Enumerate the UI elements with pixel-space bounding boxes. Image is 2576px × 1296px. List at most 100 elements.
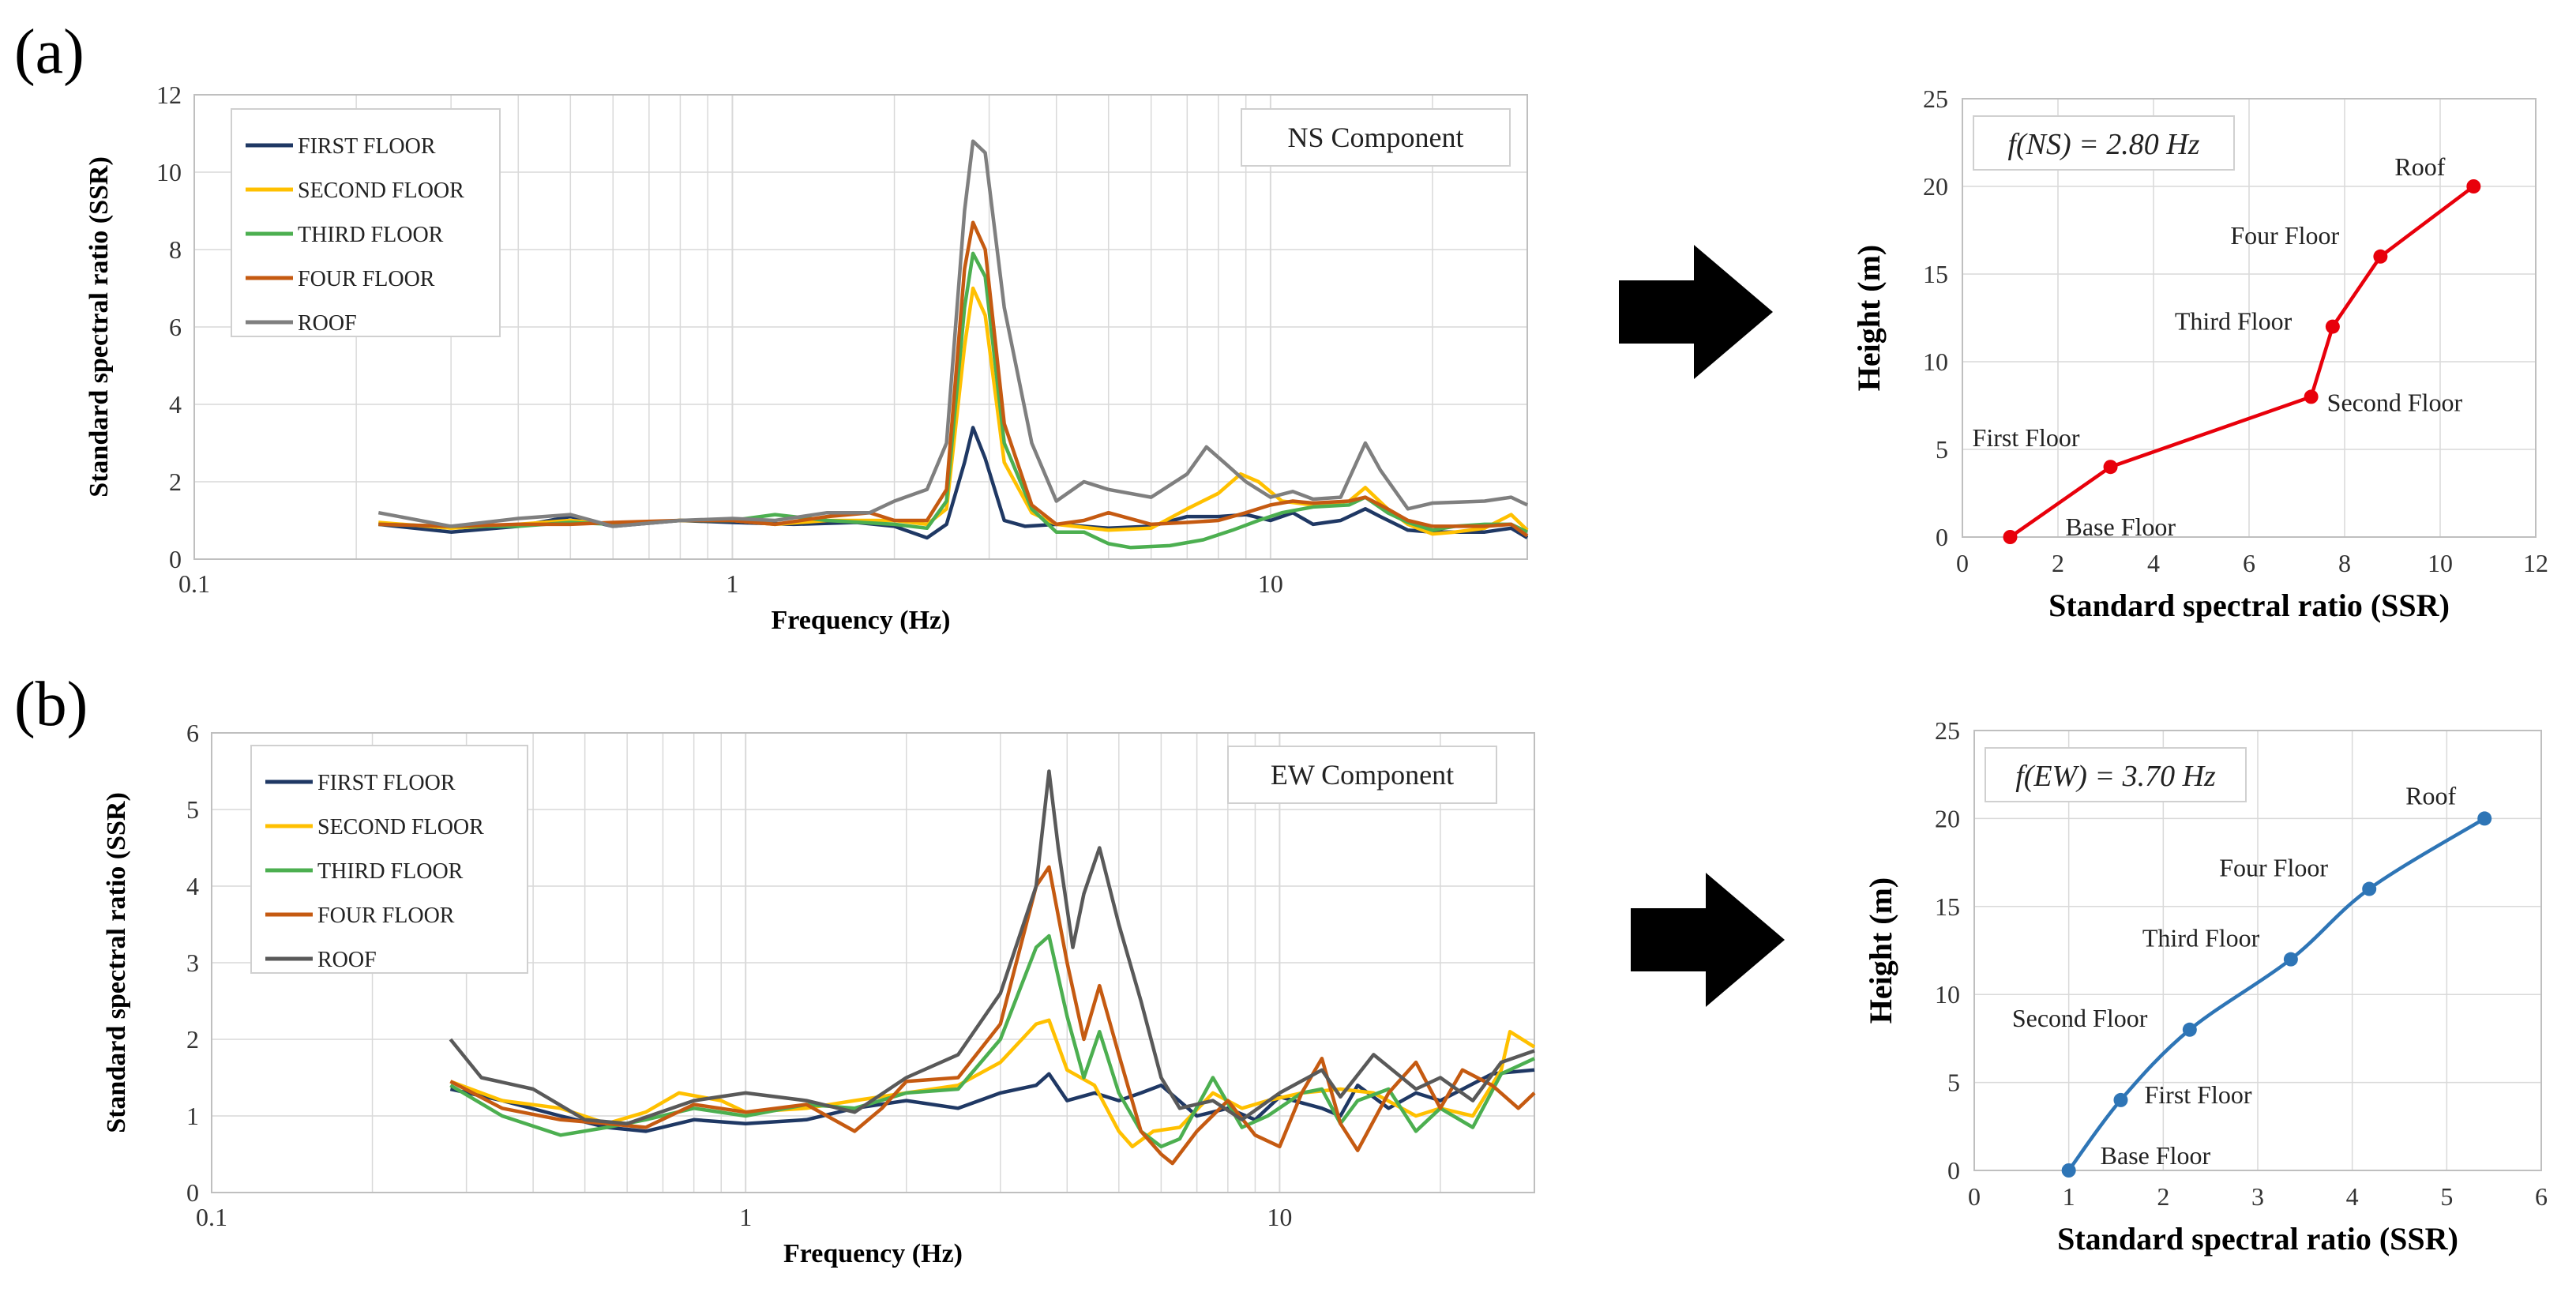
chart-ew-spectrum: 0 1 2 3 4 5 6 0.1 1 10 Frequency (Hz) Standard spec… [102,719,1536,1268]
profile-point-label: Base Floor [2066,513,2176,541]
x-tick-label: 0 [1956,549,1969,577]
x-tick-label: 2 [2052,549,2064,577]
y-tick-label: 3 [186,949,199,977]
series-line-four-floor [449,865,1536,1166]
y-axis-title: Height (m) [1851,245,1887,392]
y-tick-label: 4 [169,390,182,419]
y-tick-label: 20 [1923,172,1948,201]
series-line-roof [449,769,1535,1125]
x-axis-title: Standard spectral ratio (SSR) [2048,588,2450,623]
x-tick-label: 0.1 [196,1203,227,1231]
y-tick-label: 15 [1923,260,1948,288]
profile-point [2304,389,2319,404]
profile-line [2009,185,2475,539]
profile-point-label: Four Floor [2230,221,2339,250]
legend-label: FIRST FLOOR [317,771,456,795]
component-label: EW Component [1271,759,1454,791]
y-tick-label: 12 [156,81,182,109]
y-tick-label: 10 [156,158,182,186]
plot-frame [211,732,1535,1193]
y-tick-label: 6 [169,313,182,341]
x-axis-title: Frequency (Hz) [772,606,951,635]
x-axis-title: Frequency (Hz) [783,1239,963,1268]
y-tick-label: 15 [1935,892,1960,921]
profile-point [2113,1092,2128,1107]
x-tick-label: 8 [2338,549,2351,577]
series-line-first-floor [449,1068,1535,1133]
legend: FIRST FLOOR SECOND FLOOR THIRD FLOOR FOUR F… [250,745,528,974]
panel-label-a: (a) [14,17,84,87]
y-tick-label: 10 [1935,980,1960,1009]
x-tick-label: 12 [2523,549,2548,577]
x-tick-label: 1 [726,569,738,598]
y-tick-label: 5 [1947,1069,1960,1097]
frequency-box [1985,747,2247,802]
plot-frame [1973,730,2542,1171]
legend-box [231,108,501,337]
legend-label: SECOND FLOOR [298,178,464,203]
x-tick-label: 1 [739,1203,752,1231]
profile-point [2362,881,2377,896]
y-tick-label: 10 [1923,347,1948,376]
plot-frame [193,94,1528,560]
legend-label: ROOF [298,311,357,336]
component-box [1227,746,1497,804]
x-tick-label: 4 [2346,1182,2359,1211]
profile-point [2283,952,2298,967]
x-tick-label: 6 [2243,549,2255,577]
x-tick-label: 10 [1258,569,1283,598]
chart-ew-profile: 0 5 10 15 20 25 0 1 2 3 4 5 6 Standard spectral ratio… [1863,716,2548,1257]
y-tick-label: 25 [1923,85,1948,113]
chart-ns-spectrum: 0 2 4 6 8 10 12 0.1 1 10 Frequency (Hz) Standard sp… [84,81,1529,635]
profile-point [2466,179,2481,193]
x-tick-label: 4 [2147,549,2160,577]
legend-label: THIRD FLOOR [317,859,464,884]
profile-point-label: Third Floor [2175,307,2292,336]
profile-point-label: Second Floor [2327,388,2463,416]
frequency-label: f(NS) = 2.80 Hz [2007,128,2199,161]
profile-point [2103,460,2118,475]
x-axis-title: Standard spectral ratio (SSR) [2057,1221,2458,1257]
y-axis-title: Standard spectral ratio (SSR) [84,156,114,498]
panel-label-b: (b) [14,670,88,739]
profile-point [2325,319,2340,334]
legend: FIRST FLOOR SECOND FLOOR THIRD FLOOR FOUR F… [231,108,501,337]
profile-point-label: Second Floor [2012,1004,2148,1032]
component-box [1241,108,1511,167]
arrow-right-icon-b [1631,873,1785,1007]
legend-label: FOUR FLOOR [298,267,435,291]
y-axis-title: Height (m) [1863,877,1898,1024]
y-tick-label: 6 [186,719,199,747]
x-tick-label: 0 [1968,1182,1981,1211]
x-tick-label: 5 [2440,1182,2453,1211]
series-line-roof [377,139,1528,528]
legend-label: SECOND FLOOR [317,815,484,840]
chart-ns-profile: 0 5 10 15 20 25 0 2 4 6 8 10 12 Standard spectral rat… [1851,85,2548,623]
x-tick-label: 3 [2251,1182,2264,1211]
y-axis-title: Standard spectral ratio (SSR) [102,792,131,1133]
frequency-box [1973,115,2235,171]
profile-point [2061,1163,2076,1178]
x-tick-label: 2 [2157,1182,2169,1211]
profile-point-label: Roof [2405,781,2456,810]
y-tick-label: 4 [186,872,199,900]
arrow-right-icon-a [1619,245,1773,379]
x-tick-label: 0.1 [178,569,210,598]
y-tick-label: 2 [186,1025,199,1054]
legend-label: THIRD FLOOR [298,223,444,247]
plot-frame [1962,98,2537,538]
profile-point-label: Roof [2394,152,2445,181]
profile-point-label: First Floor [2144,1080,2251,1109]
x-tick-label: 6 [2535,1182,2548,1211]
profile-point [2182,1022,2197,1037]
profile-point [2003,530,2018,544]
y-tick-label: 25 [1935,716,1960,745]
profile-point-label: Third Floor [2142,924,2260,952]
y-tick-label: 0 [1936,523,1948,551]
x-tick-label: 10 [1267,1203,1292,1231]
profile-point-label: Four Floor [2219,854,2328,882]
y-tick-label: 0 [169,545,182,573]
profile-point-label: Base Floor [2101,1141,2211,1170]
y-tick-label: 1 [186,1102,199,1130]
y-tick-label: 0 [1947,1156,1960,1185]
